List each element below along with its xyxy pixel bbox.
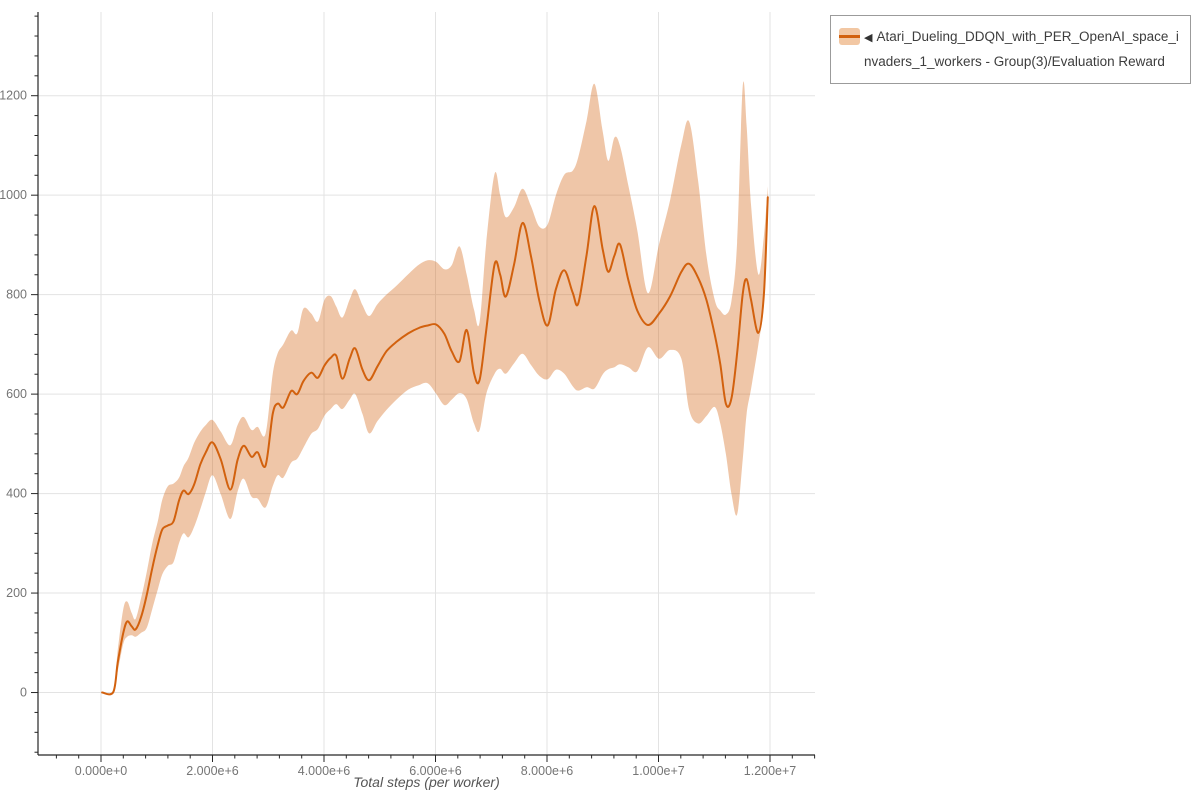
tick-labels: 0.000e+0 2.000e+6 4.000e+6 6.000e+6 8.000e+6… <box>0 89 796 778</box>
y-tick-label: 600 <box>6 387 27 401</box>
y-tick-label: 1200 <box>0 89 27 103</box>
x-tick-label: 8.000e+6 <box>521 764 574 778</box>
legend: ◀ Atari_Dueling_DDQN_with_PER_OpenAI_spac… <box>830 15 1191 84</box>
gridlines <box>38 12 815 755</box>
series-line-sample <box>839 35 860 38</box>
ticks <box>31 15 816 762</box>
legend-label: ◀ Atari_Dueling_DDQN_with_PER_OpenAI_spac… <box>864 25 1182 73</box>
x-tick-label: 1.200e+7 <box>744 764 797 778</box>
y-tick-label: 0 <box>20 686 27 700</box>
legend-item[interactable]: ◀ Atari_Dueling_DDQN_with_PER_OpenAI_spac… <box>839 25 1182 73</box>
x-tick-label: 4.000e+6 <box>298 764 351 778</box>
x-tick-label: 0.000e+0 <box>75 764 128 778</box>
y-tick-label: 400 <box>6 487 27 501</box>
confidence-band <box>102 81 768 695</box>
x-tick-label: 6.000e+6 <box>409 764 462 778</box>
series-color-swatch-icon <box>839 28 860 45</box>
series <box>101 81 769 696</box>
x-tick-label: 2.000e+6 <box>186 764 239 778</box>
x-axis-title: Total steps (per worker) <box>353 774 500 790</box>
y-tick-label: 200 <box>6 586 27 600</box>
series-name: Atari_Dueling_DDQN_with_PER_OpenAI_space… <box>864 29 1179 69</box>
y-tick-label: 1000 <box>0 188 27 202</box>
legend-collapse-icon[interactable]: ◀ <box>864 32 873 44</box>
x-tick-label: 1.000e+7 <box>632 764 685 778</box>
y-tick-label: 800 <box>6 288 27 302</box>
series-line <box>101 196 769 696</box>
